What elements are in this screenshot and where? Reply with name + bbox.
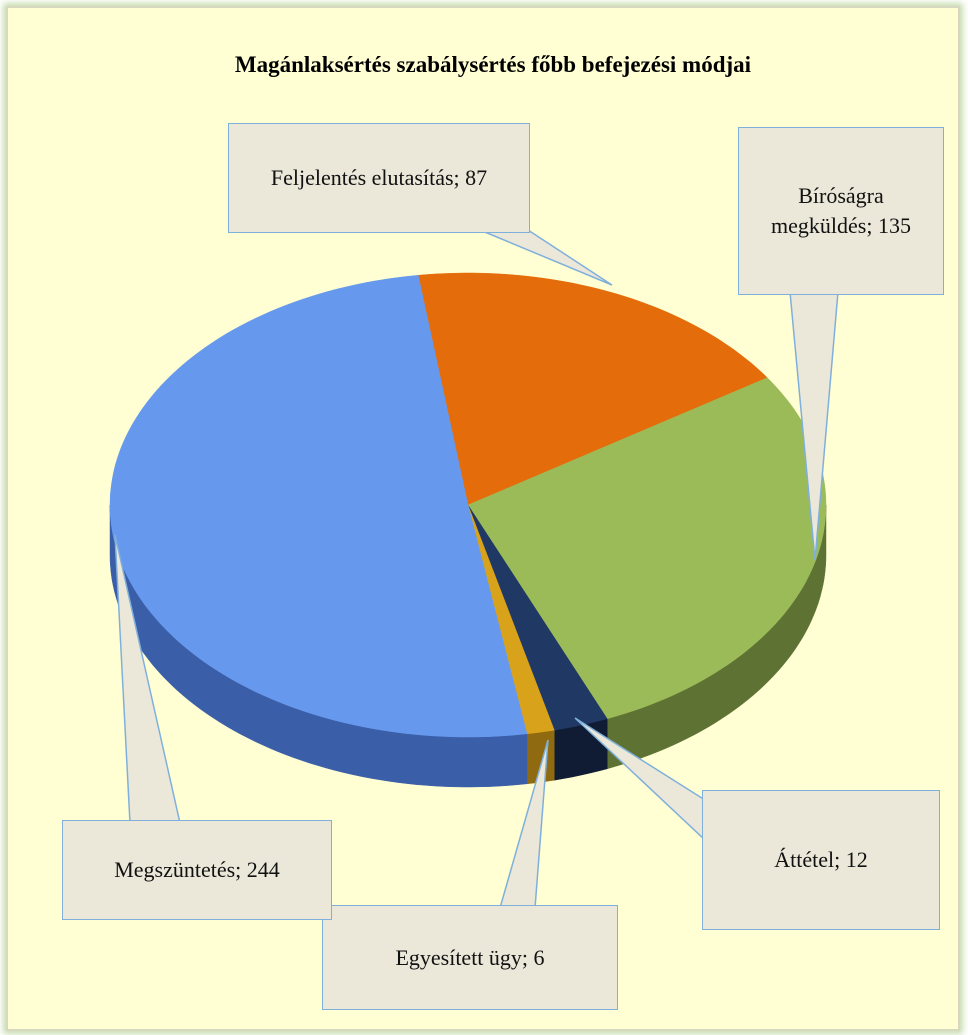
label-part: 6 [533, 944, 545, 970]
label-part: ; [453, 165, 466, 190]
chart-title: Magánlaksértés szabálysértés főbb befeje… [235, 52, 752, 77]
slice [467, 504, 608, 731]
data-label: Megszüntetés; 244 [62, 820, 332, 920]
label-part: Bíróságra megküldés [771, 183, 890, 238]
data-label-text: Megszüntetés; 244 [114, 855, 280, 885]
slice [109, 275, 528, 738]
label-part: 244 [246, 857, 280, 882]
data-label-text: Egyesített ügy; 6 [395, 943, 544, 973]
label-part: ; [834, 847, 846, 872]
data-label: Egyesített ügy; 6 [322, 905, 618, 1010]
label-part: 12 [845, 847, 868, 872]
label-part: 135 [877, 213, 911, 238]
data-label: Bíróságra megküldés; 135 [738, 127, 944, 295]
data-label-text: Áttétel; 12 [774, 845, 868, 875]
label-part: ; [866, 213, 878, 238]
data-label: Áttétel; 12 [702, 790, 940, 930]
slice [417, 272, 768, 506]
label-part: 87 [465, 165, 488, 190]
label-part: Feljelentés elutasítás [270, 165, 454, 190]
data-label: Feljelentés elutasítás; 87 [228, 123, 530, 233]
label-part: Megszüntetés [114, 857, 236, 882]
label-part: ; [235, 857, 247, 882]
label-part: Egyesített ügy [395, 944, 522, 970]
label-part: Áttétel [774, 847, 835, 872]
label-part: ; [521, 944, 534, 970]
data-label-text: Feljelentés elutasítás; 87 [271, 163, 487, 193]
data-label-text: Bíróságra megküldés; 135 [753, 181, 929, 241]
